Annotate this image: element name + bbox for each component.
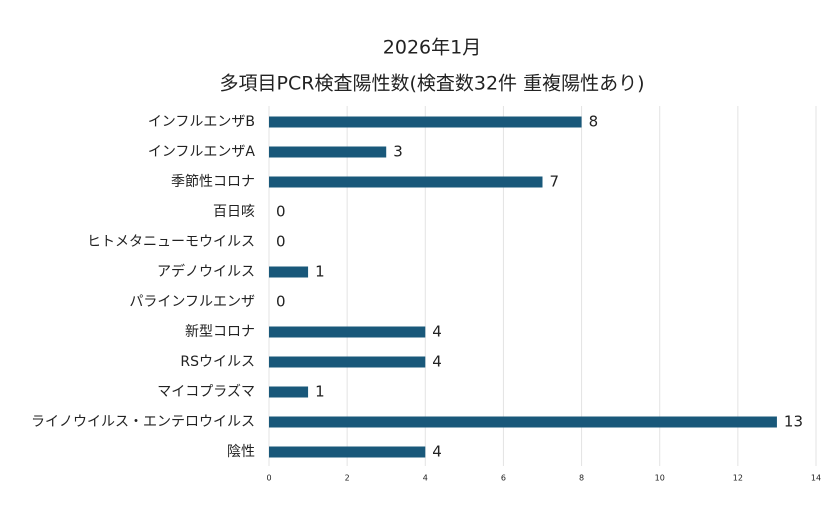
value-label: 13 xyxy=(784,413,803,431)
bar xyxy=(269,386,309,398)
chart-subtitle: 多項目PCR検査陽性数(検査数32件 重複陽性あり) xyxy=(220,73,645,95)
value-label: 1 xyxy=(315,263,325,281)
y-tick-label: 新型コロナ xyxy=(185,324,255,340)
y-tick-label: パラインフルエンザ xyxy=(129,294,255,310)
chart-title: 2026年1月 xyxy=(383,37,481,59)
bar xyxy=(269,326,426,338)
y-tick-label: ヒトメタニューモウイルス xyxy=(87,234,255,250)
value-label: 0 xyxy=(276,293,286,311)
x-tick-label: 2 xyxy=(345,474,350,483)
y-tick-label: インフルエンザB xyxy=(148,114,255,130)
x-tick-label: 0 xyxy=(266,474,271,483)
x-tick-label: 12 xyxy=(733,474,743,483)
value-label: 8 xyxy=(589,113,599,131)
value-label: 1 xyxy=(315,383,325,401)
y-tick-label: アデノウイルス xyxy=(157,263,255,280)
y-tick-label: マイコプラズマ xyxy=(157,384,255,400)
bar xyxy=(269,266,309,278)
x-tick-label: 4 xyxy=(423,474,428,483)
y-tick-label: ライノウイルス・エンテロウイルス xyxy=(31,414,255,430)
bar xyxy=(269,146,387,158)
value-label: 4 xyxy=(432,443,442,461)
value-label: 3 xyxy=(393,143,403,161)
x-tick-label: 8 xyxy=(579,474,584,483)
bar xyxy=(269,356,426,368)
value-label: 0 xyxy=(276,233,286,251)
value-label: 4 xyxy=(432,323,442,341)
value-label: 0 xyxy=(276,203,286,221)
bar xyxy=(269,116,582,128)
bar xyxy=(269,446,426,458)
x-tick-label: 6 xyxy=(501,474,506,483)
x-tick-label: 10 xyxy=(655,474,665,483)
y-tick-label: 百日咳 xyxy=(213,204,255,220)
x-tick-label: 14 xyxy=(811,474,821,483)
bar xyxy=(269,176,543,188)
y-tick-label: RSウイルス xyxy=(180,354,255,370)
y-tick-label: インフルエンザA xyxy=(148,144,256,160)
y-tick-label: 陰性 xyxy=(227,444,255,460)
bar xyxy=(269,416,777,428)
value-label: 4 xyxy=(432,353,442,371)
y-tick-label: 季節性コロナ xyxy=(171,173,255,190)
value-label: 7 xyxy=(550,173,560,191)
